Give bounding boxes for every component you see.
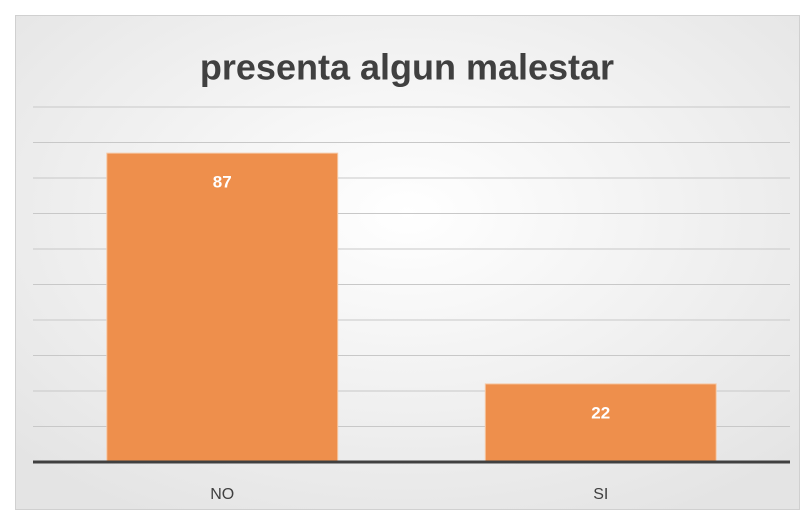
data-label: 22: [591, 403, 610, 422]
bar: [106, 152, 339, 463]
x-tick-label: NO: [210, 486, 234, 503]
data-label: 87: [213, 173, 232, 192]
x-tick-label: SI: [593, 486, 608, 503]
bar: [484, 383, 717, 463]
chart-title: presenta algun malestar: [200, 47, 614, 88]
